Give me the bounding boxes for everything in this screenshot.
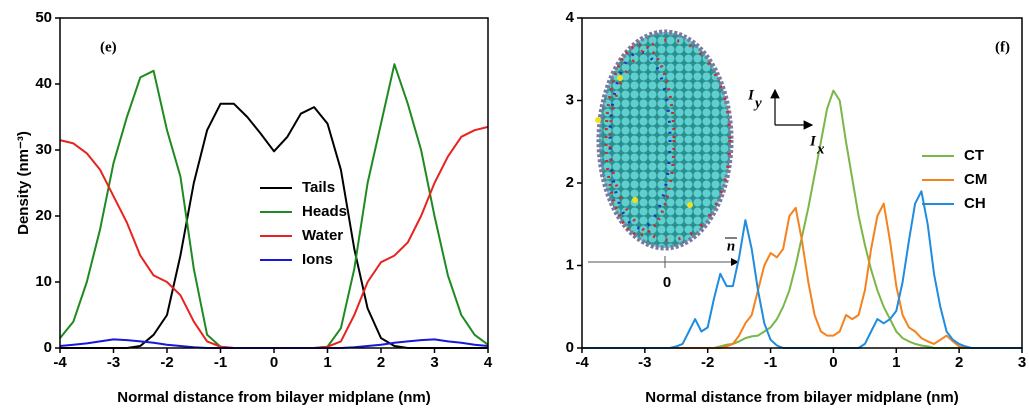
x-tick-label: -4 xyxy=(53,354,67,371)
series-line xyxy=(59,63,489,349)
y-tick-label: 50 xyxy=(35,9,52,26)
legend-label: Ions xyxy=(302,251,333,268)
x-tick-label: 1 xyxy=(892,354,900,371)
inset-axes xyxy=(588,88,814,268)
y-tick-label: 4 xyxy=(566,9,575,26)
x-axis-title: Normal distance from bilayer midplane (n… xyxy=(117,389,430,406)
panel-label: (e) xyxy=(100,39,117,55)
x-tick-label: -3 xyxy=(107,354,120,371)
x-tick-label: 0 xyxy=(270,354,278,371)
inset-y-axis: I xyxy=(747,87,755,103)
x-tick-label: 0 xyxy=(829,354,837,371)
legend-label: Tails xyxy=(302,179,335,196)
x-tick-label: -2 xyxy=(160,354,173,371)
y-tick-label: 0 xyxy=(44,339,52,356)
y-tick-label: 10 xyxy=(35,273,52,290)
y-tick-label: 1 xyxy=(566,256,574,273)
y-tick-label: 0 xyxy=(566,339,574,356)
legend-label: CT xyxy=(964,147,984,164)
legend-label: Heads xyxy=(302,203,347,220)
x-tick-label: -3 xyxy=(638,354,651,371)
inset-x-axis: I xyxy=(809,133,817,149)
x-tick-label: 1 xyxy=(323,354,331,371)
x-axis-title: Normal distance from bilayer midplane (n… xyxy=(645,389,958,406)
series-line xyxy=(60,102,488,349)
plot-frame xyxy=(59,17,489,349)
legend-label: CM xyxy=(964,171,987,188)
x-tick-label: 3 xyxy=(1018,354,1026,371)
x-tick-label: -1 xyxy=(764,354,777,371)
inset-origin: 0 xyxy=(663,274,671,291)
x-tick-label: -4 xyxy=(575,354,589,371)
inset-molecule xyxy=(595,29,734,251)
series-line xyxy=(59,338,489,349)
inset-x-sub: x xyxy=(816,141,825,157)
legend-label: CH xyxy=(964,195,986,212)
x-tick-label: 3 xyxy=(430,354,438,371)
inset-y-sub: y xyxy=(753,95,762,111)
x-tick-label: 2 xyxy=(955,354,963,371)
y-tick-label: 30 xyxy=(35,141,52,158)
inset-normal: n xyxy=(727,238,735,254)
legend-label: Water xyxy=(302,227,343,244)
x-tick-label: 2 xyxy=(377,354,385,371)
x-tick-label: -2 xyxy=(701,354,714,371)
x-tick-label: 4 xyxy=(484,354,493,371)
y-tick-label: 2 xyxy=(566,174,574,191)
panel-label: (f) xyxy=(995,39,1010,55)
y-tick-label: 40 xyxy=(35,75,52,92)
y-tick-label: 3 xyxy=(566,91,574,108)
x-tick-label: -1 xyxy=(214,354,227,371)
y-tick-label: 20 xyxy=(35,207,52,224)
y-axis-title: Density (nm⁻³) xyxy=(15,131,32,235)
